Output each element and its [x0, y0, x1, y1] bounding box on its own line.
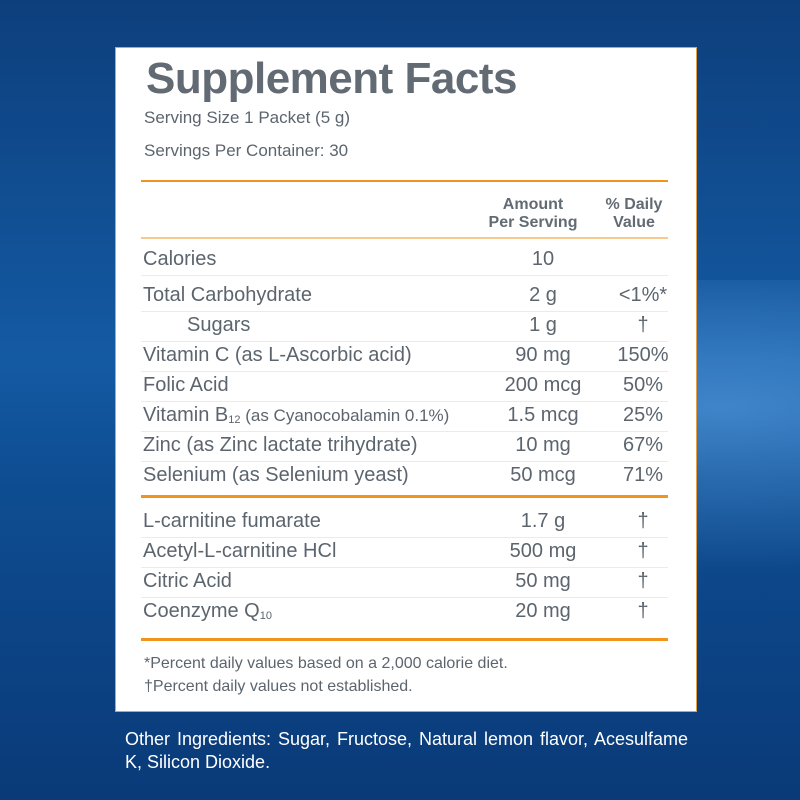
- row-divider: [141, 431, 668, 432]
- amount-per-serving: 1.5 mcg: [507, 404, 579, 426]
- nutrient-name: Calories: [143, 244, 216, 274]
- daily-value: †: [637, 570, 649, 592]
- nutrient-name: L-carnitine fumarate: [143, 506, 321, 536]
- row-divider: [141, 341, 668, 342]
- other-ingredients: Other Ingredients: Sugar, Fructose, Natu…: [125, 729, 688, 772]
- amount-header-line2: Per Serving: [488, 214, 578, 231]
- footnote-not-established: †Percent daily values not established.: [144, 678, 413, 695]
- nutrient-row: Sugars 1 g †: [143, 310, 668, 340]
- row-divider: [141, 461, 668, 462]
- amount-per-serving: 1.7 g: [520, 510, 566, 532]
- nutrient-row: Zinc (as Zinc lactate trihydrate) 10 mg 67…: [143, 430, 668, 460]
- daily-value: 50%: [622, 374, 664, 396]
- nutrient-name-text: Zinc (as Zinc lactate trihydrate): [143, 434, 418, 456]
- nutrient-name-text: Total Carbohydrate: [143, 284, 312, 306]
- divider: [141, 180, 668, 182]
- daily-value: 67%: [622, 434, 664, 456]
- nutrient-name: Vitamin B12 (as Cyanocobalamin 0.1%): [143, 400, 449, 435]
- nutrient-row: Vitamin B12 (as Cyanocobalamin 0.1%) 1.5 …: [143, 400, 668, 430]
- subscript: 12: [228, 414, 241, 426]
- nutrient-name-text: Vitamin C (as L-Ascorbic acid): [143, 344, 412, 366]
- daily-value: †: [637, 510, 649, 532]
- row-divider: [141, 401, 668, 402]
- nutrient-name-text: Citric Acid: [143, 570, 232, 592]
- supplement-facts-panel: Supplement Facts Serving Size 1 Packet (…: [115, 47, 697, 712]
- nutrient-row: Acetyl-L-carnitine HCl 500 mg †: [143, 536, 668, 566]
- daily-value: †: [637, 540, 649, 562]
- nutrient-row: Selenium (as Selenium yeast) 50 mcg 71%: [143, 460, 668, 490]
- nutrient-name-text: Coenzyme Q: [143, 600, 260, 622]
- row-divider: [141, 275, 668, 276]
- nutrient-row: Folic Acid 200 mcg 50%: [143, 370, 668, 400]
- nutrient-name-text: Selenium (as Selenium yeast): [143, 464, 409, 486]
- amount-per-serving: 10 mg: [515, 434, 571, 456]
- nutrient-name: Total Carbohydrate: [143, 280, 312, 310]
- nutrient-name-text: Acetyl-L-carnitine HCl: [143, 540, 337, 562]
- amount-per-serving: 20 mg: [515, 600, 571, 622]
- nutrient-row: Total Carbohydrate 2 g <1%*: [143, 280, 668, 310]
- daily-value: <1%*: [618, 284, 668, 306]
- amount-per-serving: 200 mcg: [504, 374, 582, 396]
- dv-header: % Daily Value: [596, 196, 672, 232]
- amount-per-serving: 1 g: [529, 314, 557, 336]
- nutrient-name-text: Sugars: [187, 314, 251, 336]
- serving-size: Serving Size 1 Packet (5 g): [144, 108, 350, 127]
- nutrient-name: Sugars: [187, 310, 250, 340]
- amount-per-serving: 50 mg: [515, 570, 571, 592]
- amount-per-serving: 90 mg: [515, 344, 571, 366]
- amount-per-serving: 500 mg: [509, 540, 577, 562]
- daily-value: †: [637, 314, 649, 336]
- nutrient-name-text: L-carnitine fumarate: [143, 510, 321, 532]
- nutrient-name: Zinc (as Zinc lactate trihydrate): [143, 430, 418, 460]
- servings-per-container: Servings Per Container: 30: [144, 141, 349, 160]
- amount-per-serving: 10: [531, 248, 555, 270]
- amount-header: Amount Per Serving: [478, 196, 588, 232]
- amount-per-serving: 50 mcg: [510, 464, 576, 486]
- daily-value: 71%: [622, 464, 664, 486]
- divider: [141, 237, 668, 239]
- row-divider: [141, 371, 668, 372]
- row-divider: [141, 311, 668, 312]
- nutrient-name-text: Calories: [143, 248, 217, 270]
- nutrient-name: Vitamin C (as L-Ascorbic acid): [143, 340, 412, 370]
- row-divider: [141, 597, 668, 598]
- amount-header-line1: Amount: [502, 196, 564, 213]
- nutrient-name-text: Folic Acid: [143, 374, 229, 396]
- nutrient-name: Citric Acid: [143, 566, 232, 596]
- nutrient-name: Coenzyme Q10: [143, 596, 272, 631]
- dv-header-line2: Value: [613, 214, 655, 231]
- daily-value: 25%: [622, 404, 664, 426]
- nutrient-row: Vitamin C (as L-Ascorbic acid) 90 mg 150%: [143, 340, 669, 370]
- nutrient-source: (as Cyanocobalamin 0.1%): [240, 406, 450, 425]
- divider: [141, 495, 668, 498]
- nutrient-row: L-carnitine fumarate 1.7 g †: [143, 506, 668, 536]
- divider: [141, 638, 668, 641]
- subscript: 10: [259, 610, 272, 622]
- nutrient-row: Coenzyme Q10 20 mg †: [143, 596, 668, 626]
- nutrient-name-text: Vitamin B: [143, 404, 229, 426]
- nutrient-row: Calories 10: [143, 244, 668, 274]
- nutrient-name: Selenium (as Selenium yeast): [143, 460, 409, 490]
- nutrient-name: Acetyl-L-carnitine HCl: [143, 536, 336, 566]
- nutrient-name: Folic Acid: [143, 370, 229, 400]
- nutrient-row: Citric Acid 50 mg †: [143, 566, 668, 596]
- daily-value: 150%: [617, 344, 669, 366]
- row-divider: [141, 567, 668, 568]
- daily-value: †: [637, 600, 649, 622]
- panel-title: Supplement Facts: [146, 54, 517, 103]
- footnote-daily-value: *Percent daily values based on a 2,000 c…: [144, 655, 508, 672]
- amount-per-serving: 2 g: [529, 284, 557, 306]
- row-divider: [141, 537, 668, 538]
- dv-header-line1: % Daily: [605, 196, 663, 213]
